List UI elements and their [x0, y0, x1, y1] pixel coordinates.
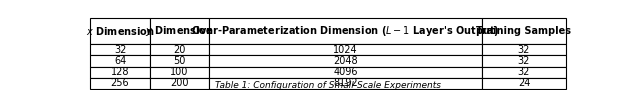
- Text: 1024: 1024: [333, 45, 358, 55]
- Bar: [209, 78, 482, 89]
- Text: 32: 32: [518, 45, 530, 55]
- Text: 32: 32: [518, 56, 530, 66]
- Text: 2048: 2048: [333, 56, 358, 66]
- Bar: [482, 44, 566, 55]
- Text: $x$ Dimension: $x$ Dimension: [86, 25, 154, 37]
- Bar: [482, 55, 566, 67]
- Text: 200: 200: [170, 78, 189, 88]
- Text: $y$ Dimension: $y$ Dimension: [145, 24, 214, 38]
- Bar: [90, 67, 150, 78]
- Bar: [150, 67, 209, 78]
- Text: 50: 50: [173, 56, 186, 66]
- Bar: [150, 78, 209, 89]
- Text: Over-Parameterization Dimension ($L-1$ Layer's Output): Over-Parameterization Dimension ($L-1$ L…: [191, 24, 500, 38]
- Text: Training Samples: Training Samples: [476, 26, 572, 36]
- Bar: [150, 55, 209, 67]
- Bar: [90, 18, 150, 44]
- Bar: [90, 44, 150, 55]
- Text: 32: 32: [114, 45, 126, 55]
- Bar: [482, 67, 566, 78]
- Text: 64: 64: [114, 56, 126, 66]
- Bar: [209, 67, 482, 78]
- Text: 24: 24: [518, 78, 530, 88]
- Text: 100: 100: [170, 67, 189, 77]
- Text: 32: 32: [518, 67, 530, 77]
- Bar: [150, 18, 209, 44]
- Bar: [150, 44, 209, 55]
- Text: 4096: 4096: [333, 67, 358, 77]
- Bar: [482, 78, 566, 89]
- Text: Table 1: Configuration of Small-Scale Experiments: Table 1: Configuration of Small-Scale Ex…: [215, 81, 441, 90]
- Text: 256: 256: [111, 78, 129, 88]
- Bar: [90, 78, 150, 89]
- Text: 20: 20: [173, 45, 186, 55]
- Text: 8192: 8192: [333, 78, 358, 88]
- Bar: [482, 18, 566, 44]
- Bar: [209, 18, 482, 44]
- Text: 128: 128: [111, 67, 129, 77]
- Bar: [209, 55, 482, 67]
- Bar: [209, 44, 482, 55]
- Bar: [90, 55, 150, 67]
